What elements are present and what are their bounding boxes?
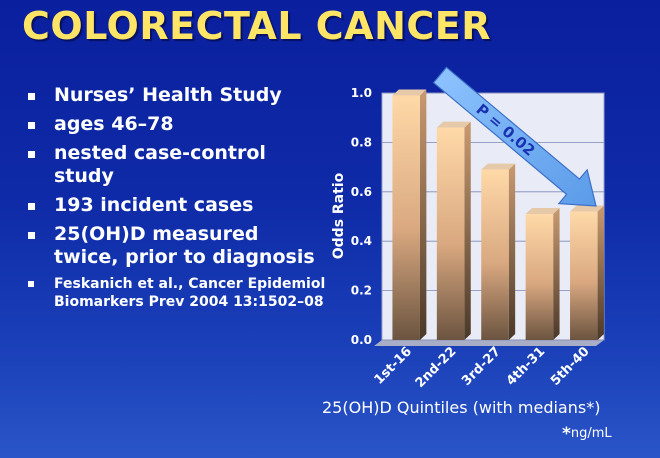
bullet-text: Nurses’ Health Study <box>54 84 282 106</box>
bar <box>481 163 516 340</box>
bullet-text: ages 46–78 <box>54 113 174 135</box>
bullet-square-icon <box>28 203 35 210</box>
bar <box>392 89 427 340</box>
bullet-item: Nurses’ Health Study <box>28 84 328 107</box>
bullet-item: ages 46–78 <box>28 113 328 136</box>
bullet-square-icon <box>28 122 35 129</box>
bar <box>525 208 560 340</box>
y-tick-label: 0.2 <box>351 284 372 298</box>
trend-arrow-shape <box>432 66 597 207</box>
slide-title: COLORECTAL CANCER <box>22 4 491 48</box>
x-tick-label: 3rd-27 <box>459 344 504 389</box>
footnote-unit: ng/mL <box>570 426 612 441</box>
bullet-square-icon <box>28 281 34 287</box>
bullet-text: 193 incident cases <box>54 194 254 216</box>
bar-side <box>597 205 604 340</box>
bar-side <box>553 208 560 340</box>
bullet-square-icon <box>28 232 35 239</box>
bullet-text: nested case-control study <box>54 142 266 187</box>
x-tick-label: 2nd-22 <box>413 344 460 391</box>
bar <box>436 121 471 340</box>
footnote-star: * <box>562 424 571 444</box>
x-axis-label: 25(OH)D Quintiles (with medians*) <box>322 398 601 417</box>
footnote: *ng/mL <box>562 424 612 444</box>
bullet-item: 193 incident cases <box>28 194 328 217</box>
bar-side <box>508 163 516 340</box>
bar-front <box>570 211 598 340</box>
y-tick-label: 0.4 <box>351 234 372 248</box>
bar-top <box>525 208 560 215</box>
y-axis-label: Odds Ratio <box>331 172 347 259</box>
bar-front <box>481 169 509 340</box>
bars <box>392 89 604 340</box>
bullet-list: Nurses’ Health Study ages 46–78 nested c… <box>28 84 328 317</box>
bar-top <box>570 205 604 212</box>
bullet-item: 25(OH)D measured twice, prior to diagnos… <box>28 223 328 269</box>
bar-side <box>464 121 471 340</box>
y-tick-label: 0.0 <box>351 333 372 347</box>
y-tick-label: 1.0 <box>351 86 372 100</box>
x-tick-label: 1st-16 <box>372 344 415 387</box>
bar-front <box>392 95 420 340</box>
bullet-text: 25(OH)D measured twice, prior to diagnos… <box>54 223 315 268</box>
reference-text: Feskanich et al., Cancer Epidemiol Bioma… <box>54 276 326 310</box>
y-tick-label: 0.6 <box>351 185 372 199</box>
bar-top <box>436 121 471 128</box>
bar-front <box>436 127 465 340</box>
bullet-item: nested case-control study <box>28 142 328 188</box>
bar <box>570 205 604 340</box>
reference-item: Feskanich et al., Cancer Epidemiol Bioma… <box>28 275 328 311</box>
plot-floor <box>374 340 604 346</box>
bullet-square-icon <box>28 151 35 158</box>
bar-top <box>481 163 516 170</box>
x-tick-label: 4th-31 <box>504 344 549 389</box>
x-tick-label: 5th-40 <box>548 344 593 389</box>
y-tick-label: 0.8 <box>351 135 372 149</box>
bar-top <box>392 89 427 96</box>
bar-front <box>525 214 554 340</box>
bullet-square-icon <box>28 93 35 100</box>
bar-side <box>419 89 427 340</box>
y-axis-ticks: 0.0 0.2 0.4 0.6 0.8 1.0 <box>351 86 372 347</box>
